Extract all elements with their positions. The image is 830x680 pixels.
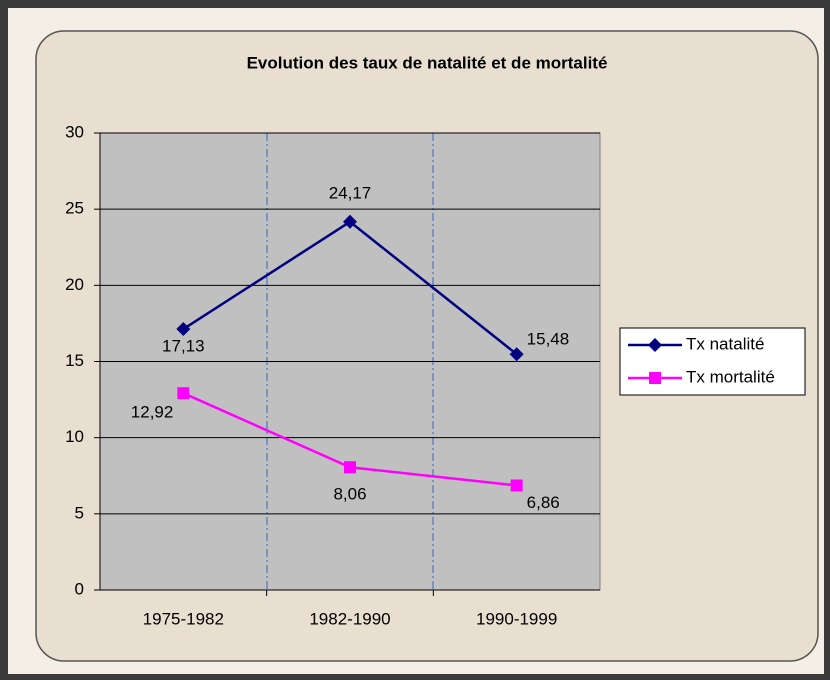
data-point [509,347,524,362]
data-label: 8,06 [333,485,366,504]
data-label: 17,13 [162,337,205,356]
y-tick-label: 30 [65,122,84,141]
data-label: 24,17 [329,183,372,202]
y-tick-label: 10 [65,427,84,446]
data-point [344,461,356,474]
chart-title: Evolution des taux de natalité et de mor… [247,53,608,72]
data-label: 12,92 [131,403,174,422]
y-tick-label: 25 [65,199,84,218]
data-label: 6,86 [527,493,560,512]
y-tick-label: 20 [65,275,84,294]
data-point [343,214,357,229]
x-tick-label: 1990-1999 [476,609,557,628]
x-tick-label: 1975-1982 [143,609,224,628]
data-point [176,322,191,337]
y-tick-label: 15 [65,351,84,370]
x-tick-label: 1982-1990 [309,609,390,628]
legend-label: Tx natalité [686,334,764,353]
legend-marker [648,338,662,352]
data-label: 15,48 [527,330,570,349]
data-point [510,479,523,492]
legend-marker [649,372,661,384]
y-tick-label: 0 [75,579,84,598]
legend-label: Tx mortalité [686,367,775,386]
y-tick-label: 5 [75,503,84,522]
data-point [177,387,190,400]
